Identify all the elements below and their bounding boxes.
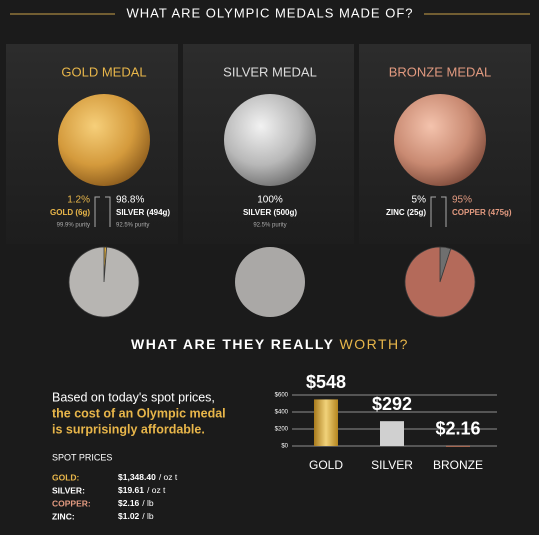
price-value: $19.61 [118,485,144,495]
bar-value-label: $548 [306,372,346,392]
metal-name: SILVER: [52,485,85,495]
panel-title: BRONZE MEDAL [389,64,492,79]
metal-price: $1,348.40/ oz t [118,472,178,482]
slice-label: SILVER (500g) [243,208,297,217]
pie-slice [404,246,476,318]
price-value: $1.02 [118,511,140,521]
panel-title: SILVER MEDAL [223,64,317,79]
value-label: 5% [412,195,427,206]
bronze-medal-image [394,94,486,186]
spot-prices-heading: SPOT PRICES [52,452,112,462]
y-tick-label: $400 [275,410,289,416]
slice-label: ZINC (25g) [386,208,426,217]
intro-line: Based on today's spot prices, [52,390,215,404]
price-value: $2.16 [118,498,140,508]
bar [314,399,338,446]
value-label: 1.2% [67,195,90,206]
purity-note: 92.5% purity [253,223,286,229]
price-unit: / oz t [147,485,166,495]
bar-value-label: $292 [372,394,412,414]
slice-label: GOLD (6g) [50,208,90,217]
title-highlight: WORTH? [340,336,409,352]
value-label: 95% [452,195,472,206]
purity-note: 99.9% purity [57,223,90,229]
purity-note: 92.5% purity [116,223,149,229]
pie-slice [235,247,305,317]
slice-label: COPPER (475g) [452,208,512,217]
section-title: WHAT ARE THEY REALLY WORTH? [131,336,409,352]
bracket [94,196,100,227]
gold-medal-image [58,94,150,186]
slice-label: SILVER (494g) [116,208,170,217]
metal-price: $19.61/ oz t [118,485,166,495]
price-unit: / lb [142,498,154,508]
bar-value-label: $2.16 [435,419,480,439]
metal-price: $1.02/ lb [118,511,154,521]
bar [446,445,470,447]
bracket [430,196,436,227]
pie-slice [68,246,140,318]
metal-price: $2.16/ lb [118,498,154,508]
price-value: $1,348.40 [118,472,156,482]
y-tick-label: $200 [275,427,289,433]
price-unit: / lb [142,511,154,521]
value-label: 100% [257,195,283,206]
price-unit: / oz t [159,472,178,482]
metal-name: COPPER: [52,498,91,508]
x-tick-label: GOLD [309,458,343,472]
bar [380,421,404,446]
metal-name: ZINC: [52,511,75,521]
intro-line: the cost of an Olympic medal [52,406,226,420]
value-label: 98.8% [116,195,144,206]
bracket [105,196,111,227]
x-tick-label: SILVER [371,458,413,472]
panel-title: GOLD MEDAL [61,64,146,79]
x-tick-label: BRONZE [433,458,483,472]
bracket [441,196,447,227]
page-title: WHAT ARE OLYMPIC MEDALS MADE OF? [127,5,414,20]
intro-line: is surprisingly affordable. [52,422,205,436]
metal-name: GOLD: [52,472,80,482]
y-tick-label: $600 [275,393,289,399]
y-tick-label: $0 [281,444,288,450]
silver-medal-image [224,94,316,186]
title-part: WHAT ARE THEY REALLY [131,336,334,352]
